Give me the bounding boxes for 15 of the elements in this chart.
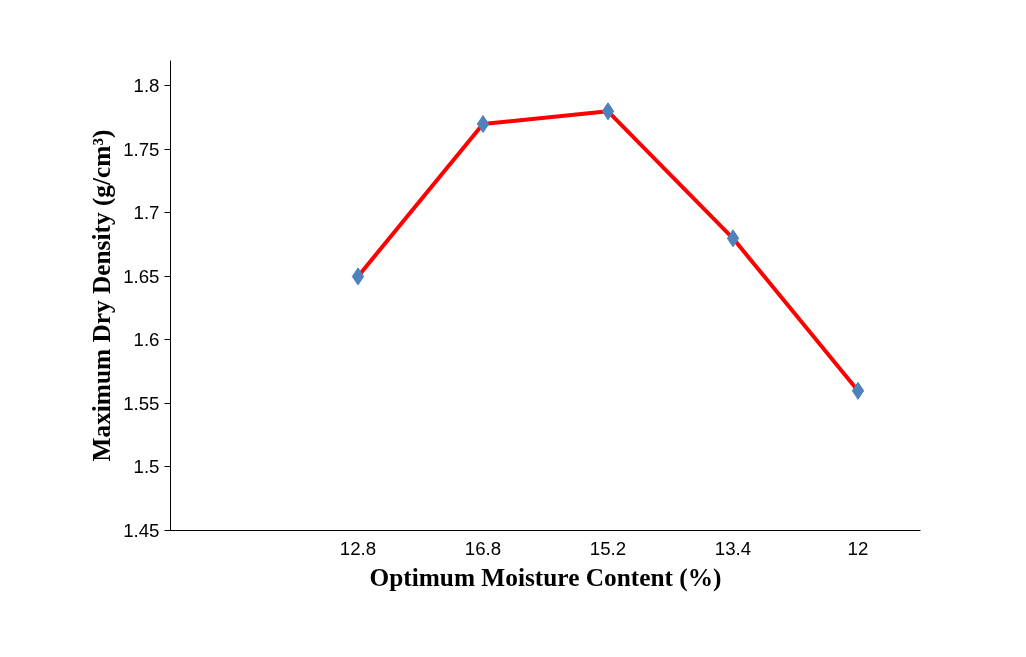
y-tick-label: 1.75 xyxy=(123,138,160,160)
y-tick-label: 1.45 xyxy=(123,520,160,541)
y-tick-label: 1.8 xyxy=(133,75,160,97)
x-tick-label: 16.8 xyxy=(464,537,502,559)
y-tick-label: 1.7 xyxy=(133,202,160,224)
y-tick-label: 1.65 xyxy=(123,265,160,287)
x-tick-label: 15.2 xyxy=(589,537,627,559)
y-tick-label: 1.6 xyxy=(133,329,160,351)
y-axis-title: Maximum Dry Density (g/cm³) xyxy=(87,129,117,462)
y-tick-label: 1.5 xyxy=(133,456,160,478)
x-tick-label: 12.8 xyxy=(339,537,377,559)
x-tick-label: 12 xyxy=(847,537,869,559)
y-tick-label: 1.55 xyxy=(123,392,160,414)
x-tick-label: 13.4 xyxy=(714,537,752,559)
x-axis-title: Optimum Moisture Content (%) xyxy=(369,562,722,592)
